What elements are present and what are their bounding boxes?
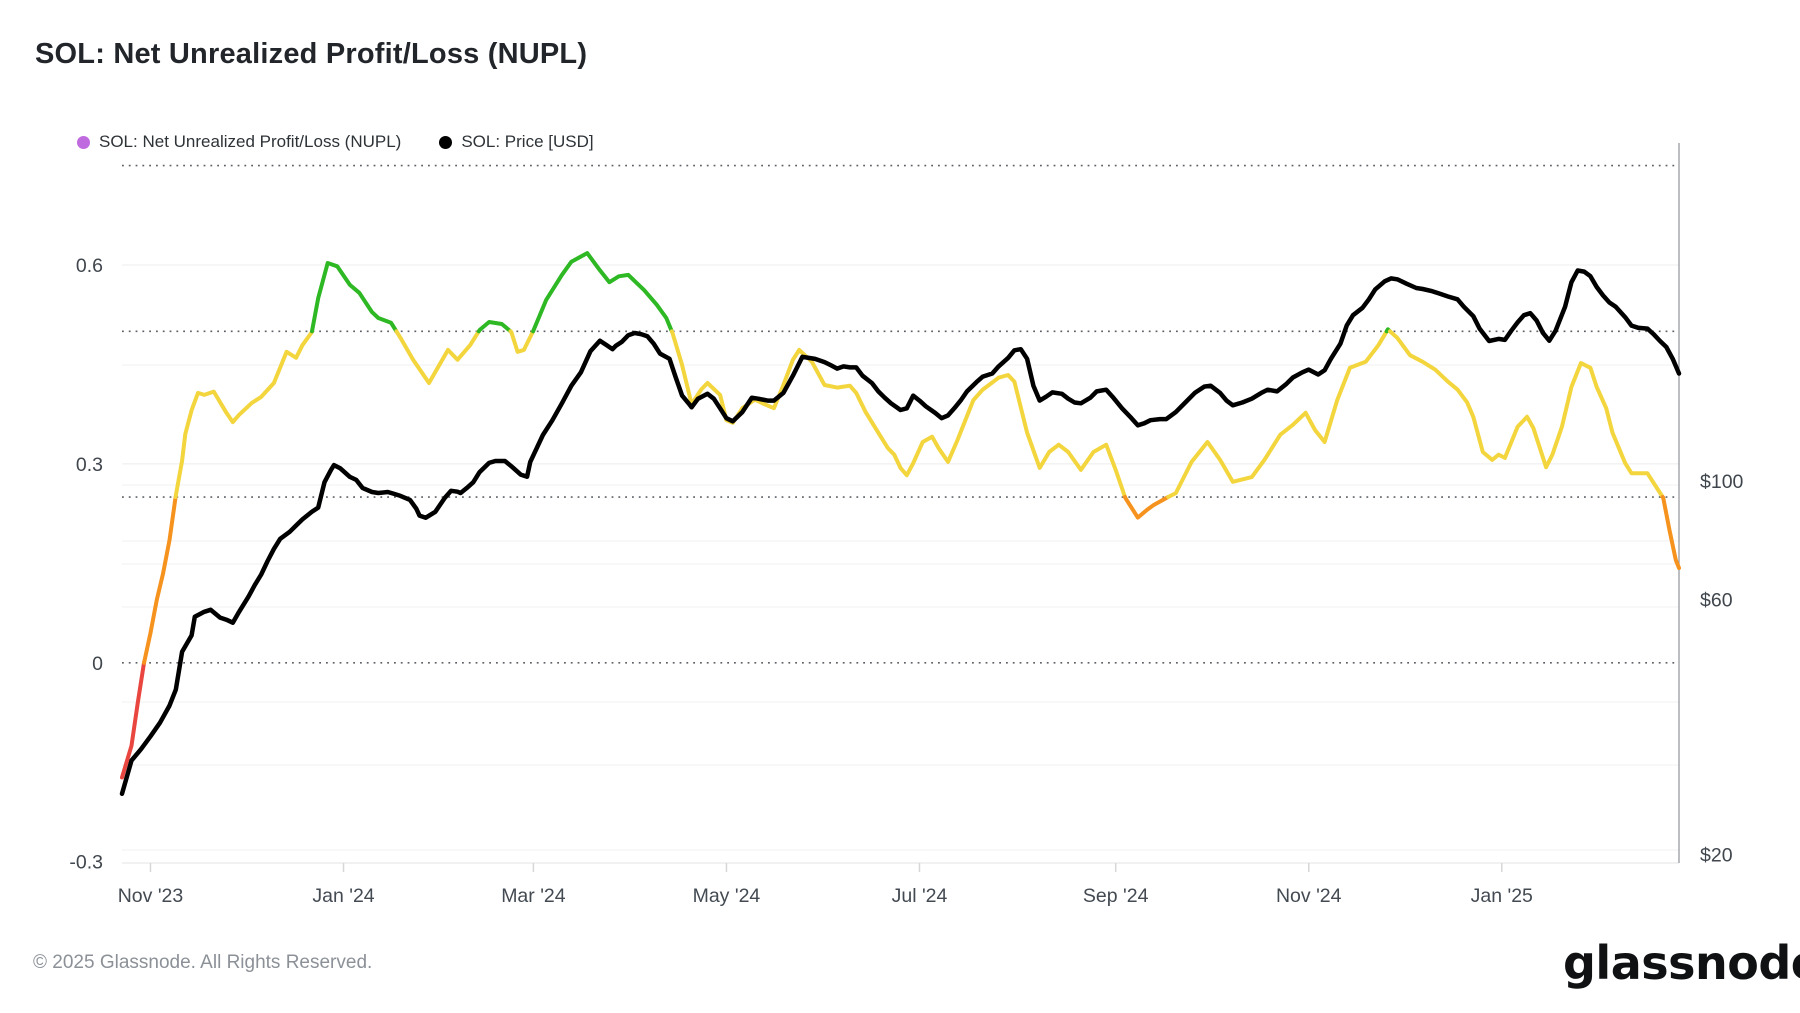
- right-axis-tick-label: $100: [1700, 471, 1744, 493]
- nupl-line-segment: [1166, 329, 1389, 499]
- x-tick-label: Jul '24: [892, 885, 948, 907]
- nupl-line-segment: [1660, 495, 1681, 570]
- left-axis-tick-label: 0: [92, 653, 103, 675]
- glassnode-logo: glassnode: [1563, 936, 1800, 990]
- nupl-line-segment: [476, 320, 513, 334]
- x-tick-label: May '24: [693, 885, 761, 907]
- nupl-legend-dot-icon: [77, 135, 90, 149]
- nupl-line-segment: [142, 495, 178, 665]
- copyright-text: © 2025 Glassnode. All Rights Reserved.: [33, 952, 373, 973]
- legend-item-nupl[interactable]: SOL: Net Unrealized Profit/Loss (NUPL): [77, 132, 401, 152]
- x-tick-label: Jan '25: [1471, 885, 1533, 907]
- nupl-line-segment: [310, 261, 399, 334]
- nupl-line-segment: [394, 329, 481, 385]
- legend-item-label: SOL: Price [USD]: [461, 132, 594, 151]
- price-line: [119, 268, 1682, 797]
- page-title: SOL: Net Unrealized Profit/Loss (NUPL): [35, 38, 588, 70]
- x-tick-label: Nov '23: [118, 885, 184, 907]
- right-axis-tick-label: $20: [1700, 845, 1733, 867]
- x-tick-label: Jan '24: [312, 885, 374, 907]
- left-axis-tick-label: -0.3: [69, 852, 103, 874]
- x-tick-label: Sep '24: [1083, 885, 1149, 907]
- nupl-line-segment: [120, 660, 146, 780]
- nupl-line-segment: [173, 329, 314, 499]
- right-axis-tick-label: $60: [1700, 589, 1733, 611]
- price-legend-dot-icon: [439, 135, 453, 149]
- left-axis-tick-label: 0.3: [76, 454, 103, 476]
- nupl-line-segment: [1123, 495, 1171, 520]
- nupl-line-segment: [531, 251, 674, 334]
- left-axis-tick-label: 0.6: [76, 255, 103, 277]
- nupl-line-segment: [508, 329, 536, 354]
- legend-item-price[interactable]: SOL: Price [USD]: [439, 132, 594, 152]
- x-tick-label: Nov '24: [1276, 885, 1342, 907]
- legend-item-label: SOL: Net Unrealized Profit/Loss (NUPL): [99, 132, 402, 151]
- x-tick-label: Mar '24: [501, 885, 566, 907]
- chart-legend: SOL: Net Unrealized Profit/Loss (NUPL) S…: [77, 132, 594, 152]
- nupl-line-segment: [1388, 329, 1665, 499]
